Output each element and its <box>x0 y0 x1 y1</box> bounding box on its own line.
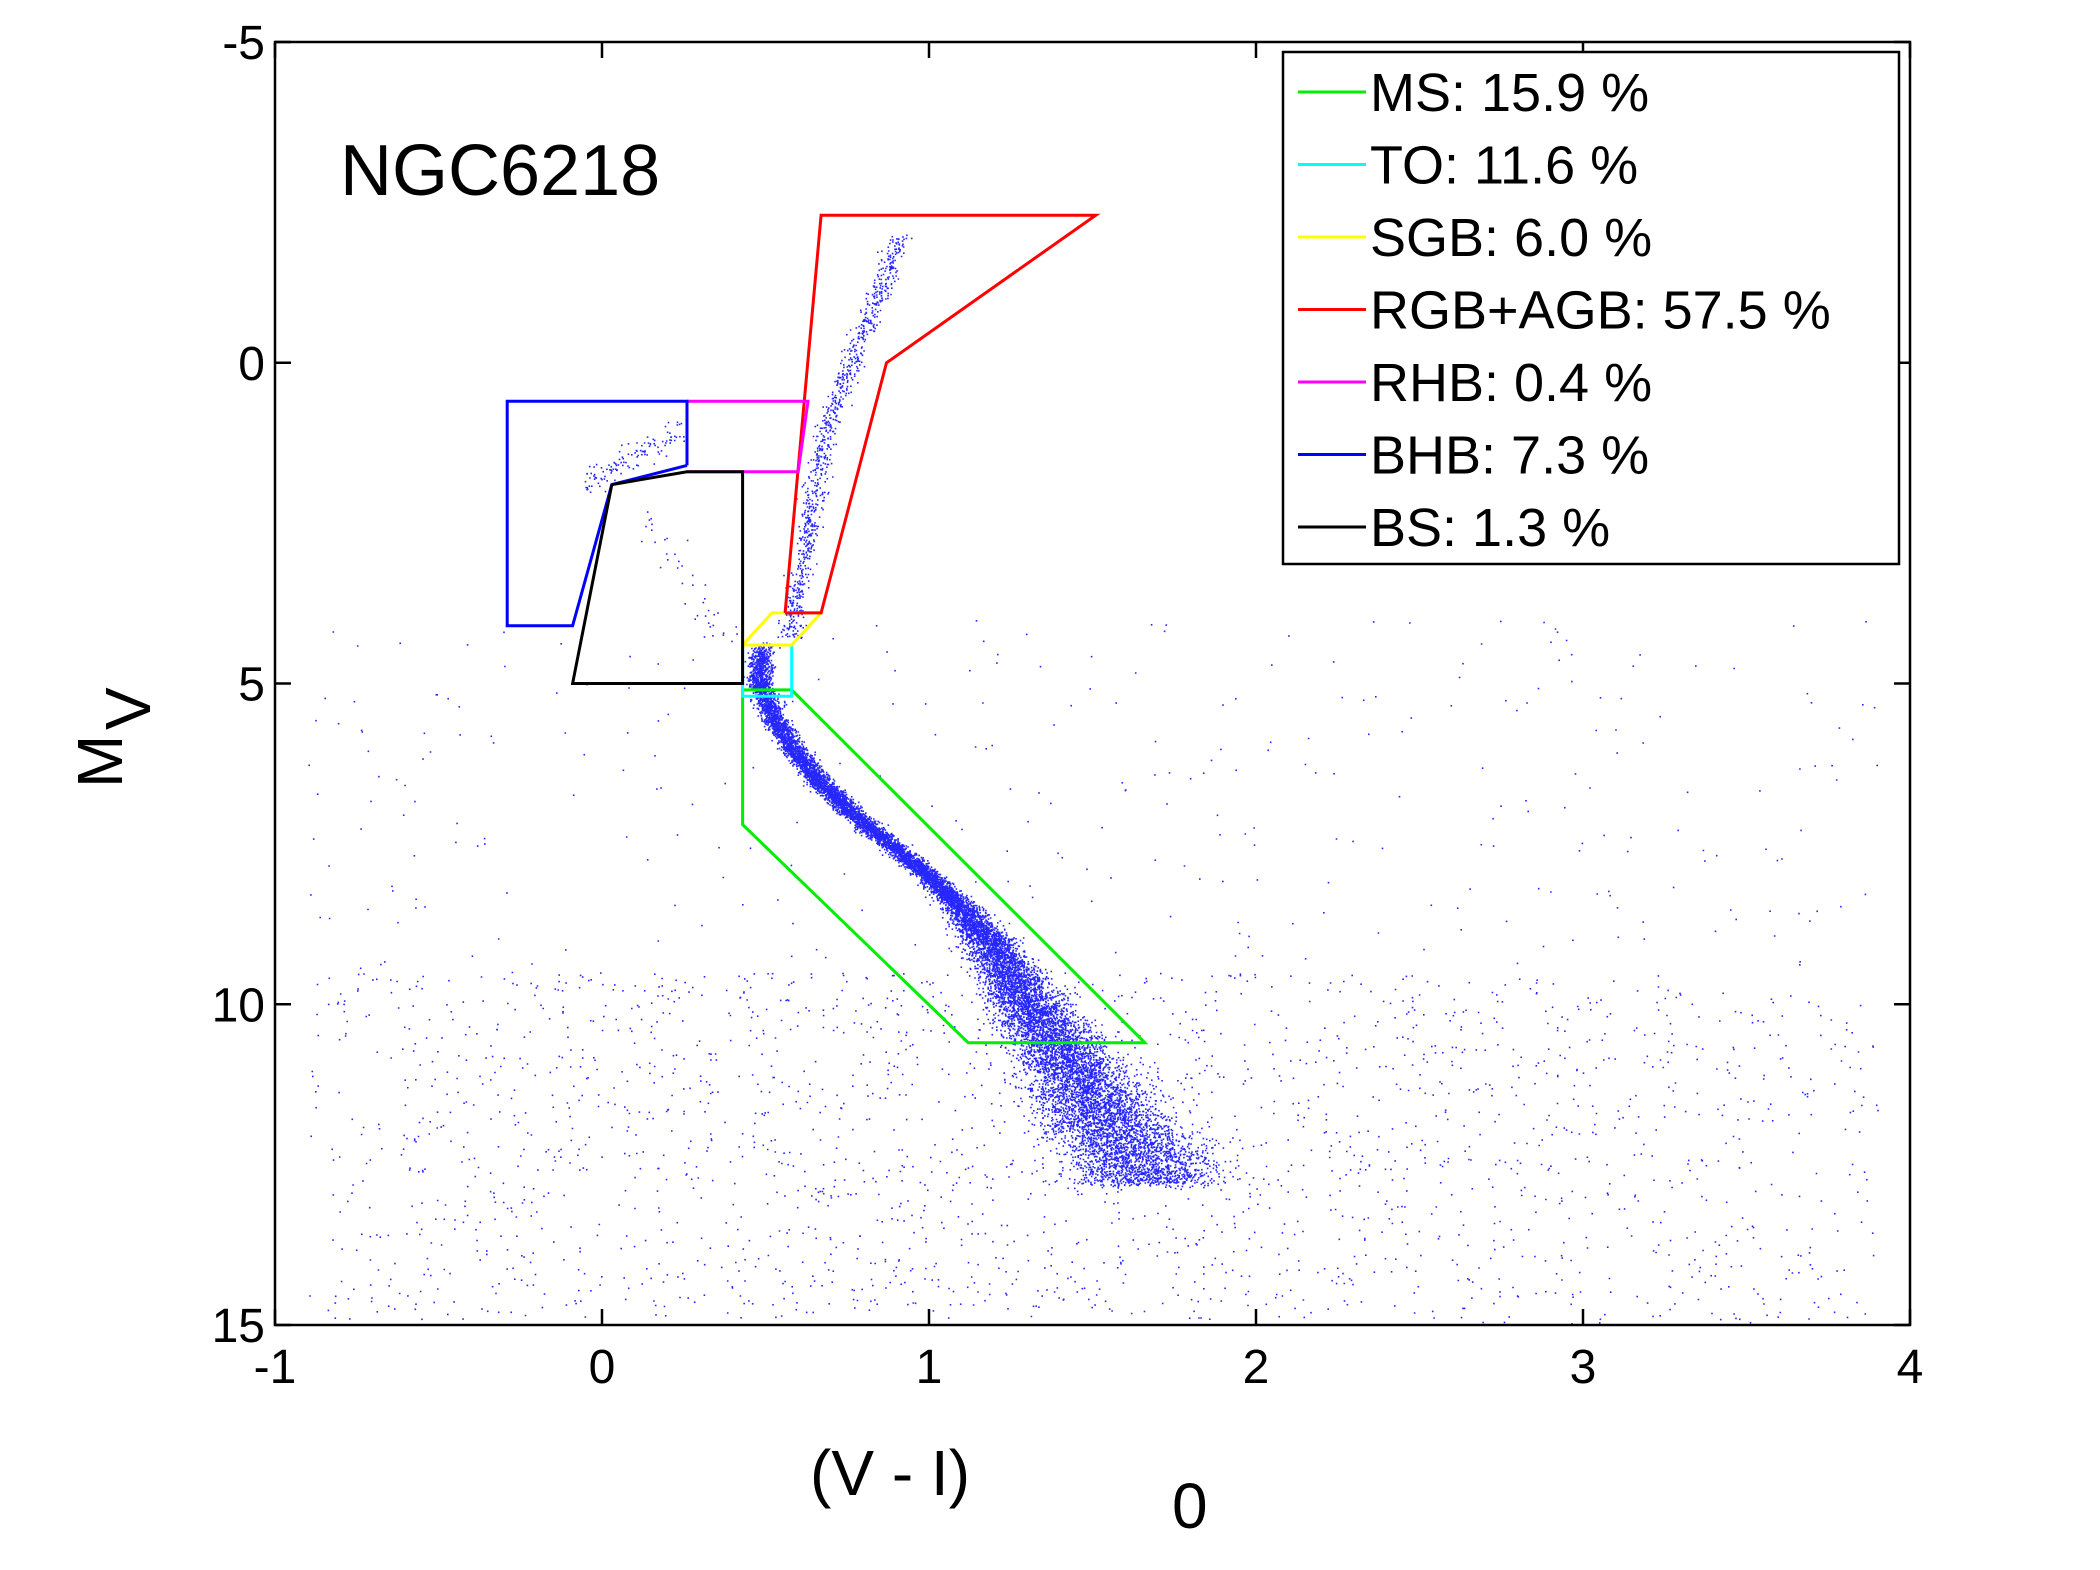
y-tick-label: 0 <box>238 338 265 391</box>
x-tick-label: 2 <box>1243 1341 1270 1394</box>
y-axis-label-group: M V <box>64 687 164 788</box>
x-tick-label: 4 <box>1897 1341 1924 1394</box>
legend-label-ms: MS: 15.9 % <box>1370 63 1649 123</box>
tick-labels: -1 0 1 2 3 4 -5 0 5 10 15 <box>212 17 1924 1394</box>
x-axis-label: (V - I) <box>810 1437 970 1509</box>
legend-box <box>1281 50 1901 566</box>
region-ms <box>741 688 1149 1045</box>
scatter-points <box>308 234 1879 1327</box>
scatter-point-cloud <box>308 234 1879 1327</box>
y-tick-label: 10 <box>212 979 265 1032</box>
region-bhb <box>505 399 689 628</box>
y-tick-label: 5 <box>238 659 265 712</box>
legend-label-bhb: BHB: 7.3 % <box>1370 426 1649 486</box>
legend: MS: 15.9 % TO: 11.6 % SGB: 6.0 % RGB+AGB: 5… <box>1281 50 1901 566</box>
y-tick-label: -5 <box>222 17 265 70</box>
x-tick-label: 1 <box>916 1341 943 1394</box>
x-tick-label: 0 <box>589 1341 616 1394</box>
x-tick-label: -1 <box>254 1341 297 1394</box>
legend-label-rgb-agb: RGB+AGB: 57.5 % <box>1370 281 1831 341</box>
legend-label-sgb: SGB: 6.0 % <box>1370 208 1652 268</box>
y-axis-label-subscript: V <box>92 687 164 730</box>
legend-label-to: TO: 11.6 % <box>1370 136 1638 196</box>
legend-label-rhb: RHB: 0.4 % <box>1370 353 1652 413</box>
region-rgb-agb <box>783 213 1101 615</box>
y-axis-label: M <box>64 735 136 788</box>
region-sgb <box>741 611 825 647</box>
x-axis-label-subscript: 0 <box>1172 1470 1208 1542</box>
region-bs <box>570 470 745 685</box>
y-tick-label: 15 <box>212 1300 265 1353</box>
region-polygons <box>505 213 1149 1045</box>
x-tick-label: 3 <box>1570 1341 1597 1394</box>
region-rhb <box>687 399 810 474</box>
legend-label-bs: BS: 1.3 % <box>1370 498 1610 558</box>
cluster-name-annotation: NGC6218 <box>340 131 660 211</box>
